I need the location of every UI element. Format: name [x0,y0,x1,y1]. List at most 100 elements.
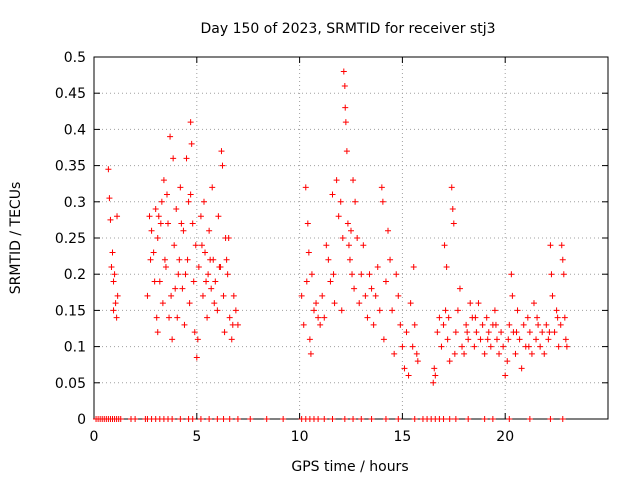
data-point [549,292,556,299]
data-point [368,285,375,292]
data-point [187,119,194,126]
data-point [229,321,236,328]
data-point [492,321,499,328]
data-point [319,292,326,299]
data-point [185,198,192,205]
data-point [537,343,544,350]
data-point [148,227,155,234]
data-point [378,184,385,191]
data-point [341,82,348,89]
y-tick-label: 0.3 [64,195,86,211]
data-point [146,213,153,220]
data-point [317,321,324,328]
data-point [541,350,548,357]
data-point [483,314,490,321]
data-point [303,278,310,285]
data-point [444,336,451,343]
data-point [472,314,479,321]
data-point [209,184,216,191]
data-point [321,314,328,321]
data-point [459,343,466,350]
data-point [410,263,417,270]
data-point [484,336,491,343]
data-point [204,314,211,321]
data-point [395,416,402,422]
data-point [228,336,235,343]
data-point [171,242,178,249]
data-point [387,256,394,263]
x-tick-label: 0 [90,429,99,445]
data-point [339,235,346,241]
data-point [479,321,486,328]
data-point [178,220,185,227]
data-point [382,416,389,422]
data-point [525,343,532,350]
data-point [111,271,118,278]
data-point [300,321,307,328]
data-point [562,336,569,343]
data-point [152,206,159,213]
data-point [189,220,196,227]
data-point [325,256,332,263]
data-point [181,321,188,328]
data-point [496,350,503,357]
data-point [153,314,160,321]
data-point [208,285,215,292]
data-point [348,227,354,234]
x-tick-label: 20 [496,429,514,445]
data-point [217,263,224,270]
data-point [493,336,500,343]
data-point [362,292,369,299]
grid [94,57,608,419]
data-point [512,350,519,357]
x-tick-label: 10 [291,429,309,445]
data-point [485,329,492,336]
x-axis: 0 5 10 15 20 [90,57,514,445]
data-point [221,329,228,336]
data-point [434,329,441,336]
data-point [450,220,457,227]
data-point [189,416,196,422]
data-point [225,235,232,241]
data-point [132,416,139,422]
data-point [315,314,322,321]
data-point [197,213,204,220]
data-point [358,416,365,422]
data-point [170,155,177,162]
data-point [169,336,176,343]
data-point [155,213,162,220]
data-point [340,68,347,75]
data-point [432,372,439,379]
data-point [516,336,523,343]
chart-title: Day 150 of 2023, SRMTID for receiver stj… [201,21,496,37]
data-point [315,416,322,422]
data-point [535,321,542,328]
data-point [452,416,459,422]
data-point [430,379,437,386]
data-point [524,314,531,321]
data-point [342,104,349,111]
data-point [465,336,472,343]
data-point [440,321,447,328]
data-point [477,336,484,343]
data-point [366,271,373,278]
data-point [337,198,344,205]
data-point [559,416,566,422]
data-point [350,177,357,184]
data-point [177,184,184,191]
data-point [198,242,205,249]
data-point [551,329,558,336]
data-point [206,416,213,422]
data-point [298,292,305,299]
data-point [110,307,117,314]
data-point [534,314,541,321]
data-point [344,220,351,227]
data-point [451,350,458,357]
data-point [351,285,358,292]
data-point [445,314,452,321]
data-point [401,365,408,372]
data-point [215,213,222,220]
data-point [110,278,117,285]
data-point [561,314,568,321]
data-point [528,350,535,357]
